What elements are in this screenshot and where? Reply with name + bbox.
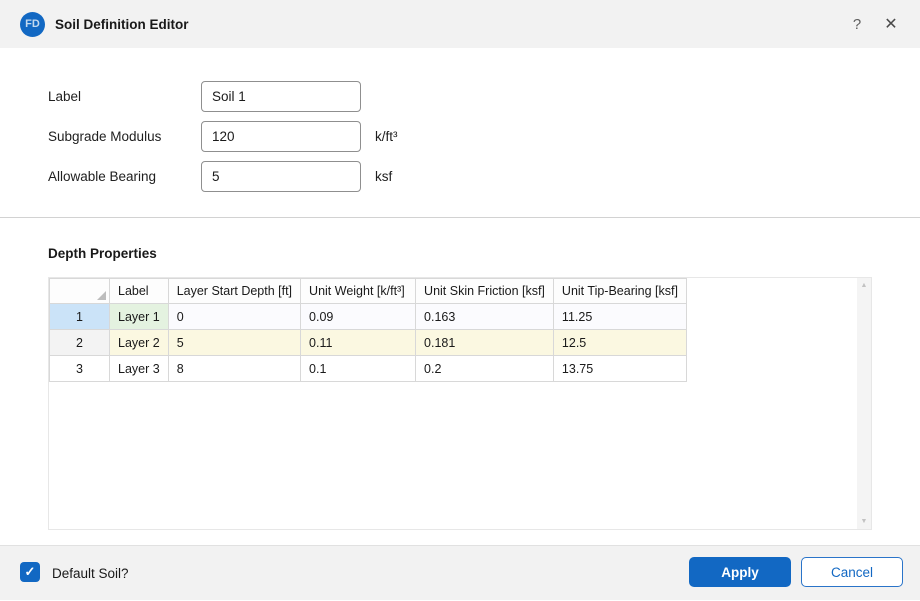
subgrade-modulus-label: Subgrade Modulus [48, 129, 201, 144]
table-row: 1 Layer 1 0 0.09 0.163 11.25 [50, 304, 687, 330]
row-header-1[interactable]: 1 [50, 304, 110, 330]
dialog-footer: ✓ Default Soil? Apply Cancel [0, 545, 920, 600]
cell-unit-weight-1[interactable]: 0.09 [301, 304, 416, 330]
section-divider [0, 217, 920, 218]
cell-label-2[interactable]: Layer 2 [110, 330, 169, 356]
row-header-3[interactable]: 3 [50, 356, 110, 382]
subgrade-modulus-row: Subgrade Modulus k/ft³ [0, 121, 398, 152]
cell-start-depth-2[interactable]: 5 [168, 330, 300, 356]
default-soil-label: Default Soil? [52, 546, 129, 601]
grid-header-tip-bearing[interactable]: Unit Tip-Bearing [ksf] [553, 279, 686, 304]
help-icon: ? [853, 16, 861, 33]
cell-skin-friction-3[interactable]: 0.2 [416, 356, 554, 382]
row-header-2[interactable]: 2 [50, 330, 110, 356]
cell-tip-bearing-3[interactable]: 13.75 [553, 356, 686, 382]
apply-button[interactable]: Apply [689, 557, 791, 587]
grid-header-unit-weight[interactable]: Unit Weight [k/ft³] [301, 279, 416, 304]
table-row: 3 Layer 3 8 0.1 0.2 13.75 [50, 356, 687, 382]
help-button[interactable]: ? [840, 7, 874, 41]
scroll-up-icon[interactable]: ▲ [861, 278, 868, 293]
depth-properties-grid: Label Layer Start Depth [ft] Unit Weight… [48, 277, 872, 530]
table-row: 2 Layer 2 5 0.11 0.181 12.5 [50, 330, 687, 356]
cancel-button[interactable]: Cancel [801, 557, 903, 587]
cell-unit-weight-2[interactable]: 0.11 [301, 330, 416, 356]
grid-corner-cell[interactable] [50, 279, 110, 304]
app-logo-icon: FD [20, 12, 45, 37]
titlebar-actions: ? ✕ [840, 0, 908, 48]
cell-label-1[interactable]: Layer 1 [110, 304, 169, 330]
label-field-row: Label [0, 81, 375, 112]
close-button[interactable]: ✕ [874, 7, 908, 41]
cell-tip-bearing-2[interactable]: 12.5 [553, 330, 686, 356]
grid-header-row: Label Layer Start Depth [ft] Unit Weight… [50, 279, 687, 304]
subgrade-modulus-input[interactable] [201, 121, 361, 152]
grid-header-skin-friction[interactable]: Unit Skin Friction [ksf] [416, 279, 554, 304]
allowable-bearing-unit: ksf [375, 169, 392, 184]
allowable-bearing-label: Allowable Bearing [48, 169, 201, 184]
grid-header-label[interactable]: Label [110, 279, 169, 304]
default-soil-checkbox[interactable]: ✓ [20, 562, 40, 582]
depth-properties-table: Label Layer Start Depth [ft] Unit Weight… [49, 278, 687, 382]
scroll-down-icon[interactable]: ▼ [861, 514, 868, 529]
cell-start-depth-1[interactable]: 0 [168, 304, 300, 330]
label-input[interactable] [201, 81, 361, 112]
cell-unit-weight-3[interactable]: 0.1 [301, 356, 416, 382]
depth-properties-title: Depth Properties [48, 246, 157, 261]
checkmark-icon: ✓ [25, 564, 36, 580]
cell-start-depth-3[interactable]: 8 [168, 356, 300, 382]
cell-skin-friction-2[interactable]: 0.181 [416, 330, 554, 356]
titlebar: FD Soil Definition Editor ? ✕ [0, 0, 920, 48]
allowable-bearing-row: Allowable Bearing ksf [0, 161, 392, 192]
subgrade-modulus-unit: k/ft³ [375, 129, 398, 144]
window-title: Soil Definition Editor [55, 17, 189, 32]
cell-label-3[interactable]: Layer 3 [110, 356, 169, 382]
grid-header-start-depth[interactable]: Layer Start Depth [ft] [168, 279, 300, 304]
label-field-label: Label [48, 89, 201, 104]
cell-tip-bearing-1[interactable]: 11.25 [553, 304, 686, 330]
app-logo-text: FD [25, 18, 40, 30]
close-icon: ✕ [884, 16, 897, 33]
allowable-bearing-input[interactable] [201, 161, 361, 192]
grid-scrollbar[interactable]: ▲ ▼ [857, 278, 871, 529]
cell-skin-friction-1[interactable]: 0.163 [416, 304, 554, 330]
